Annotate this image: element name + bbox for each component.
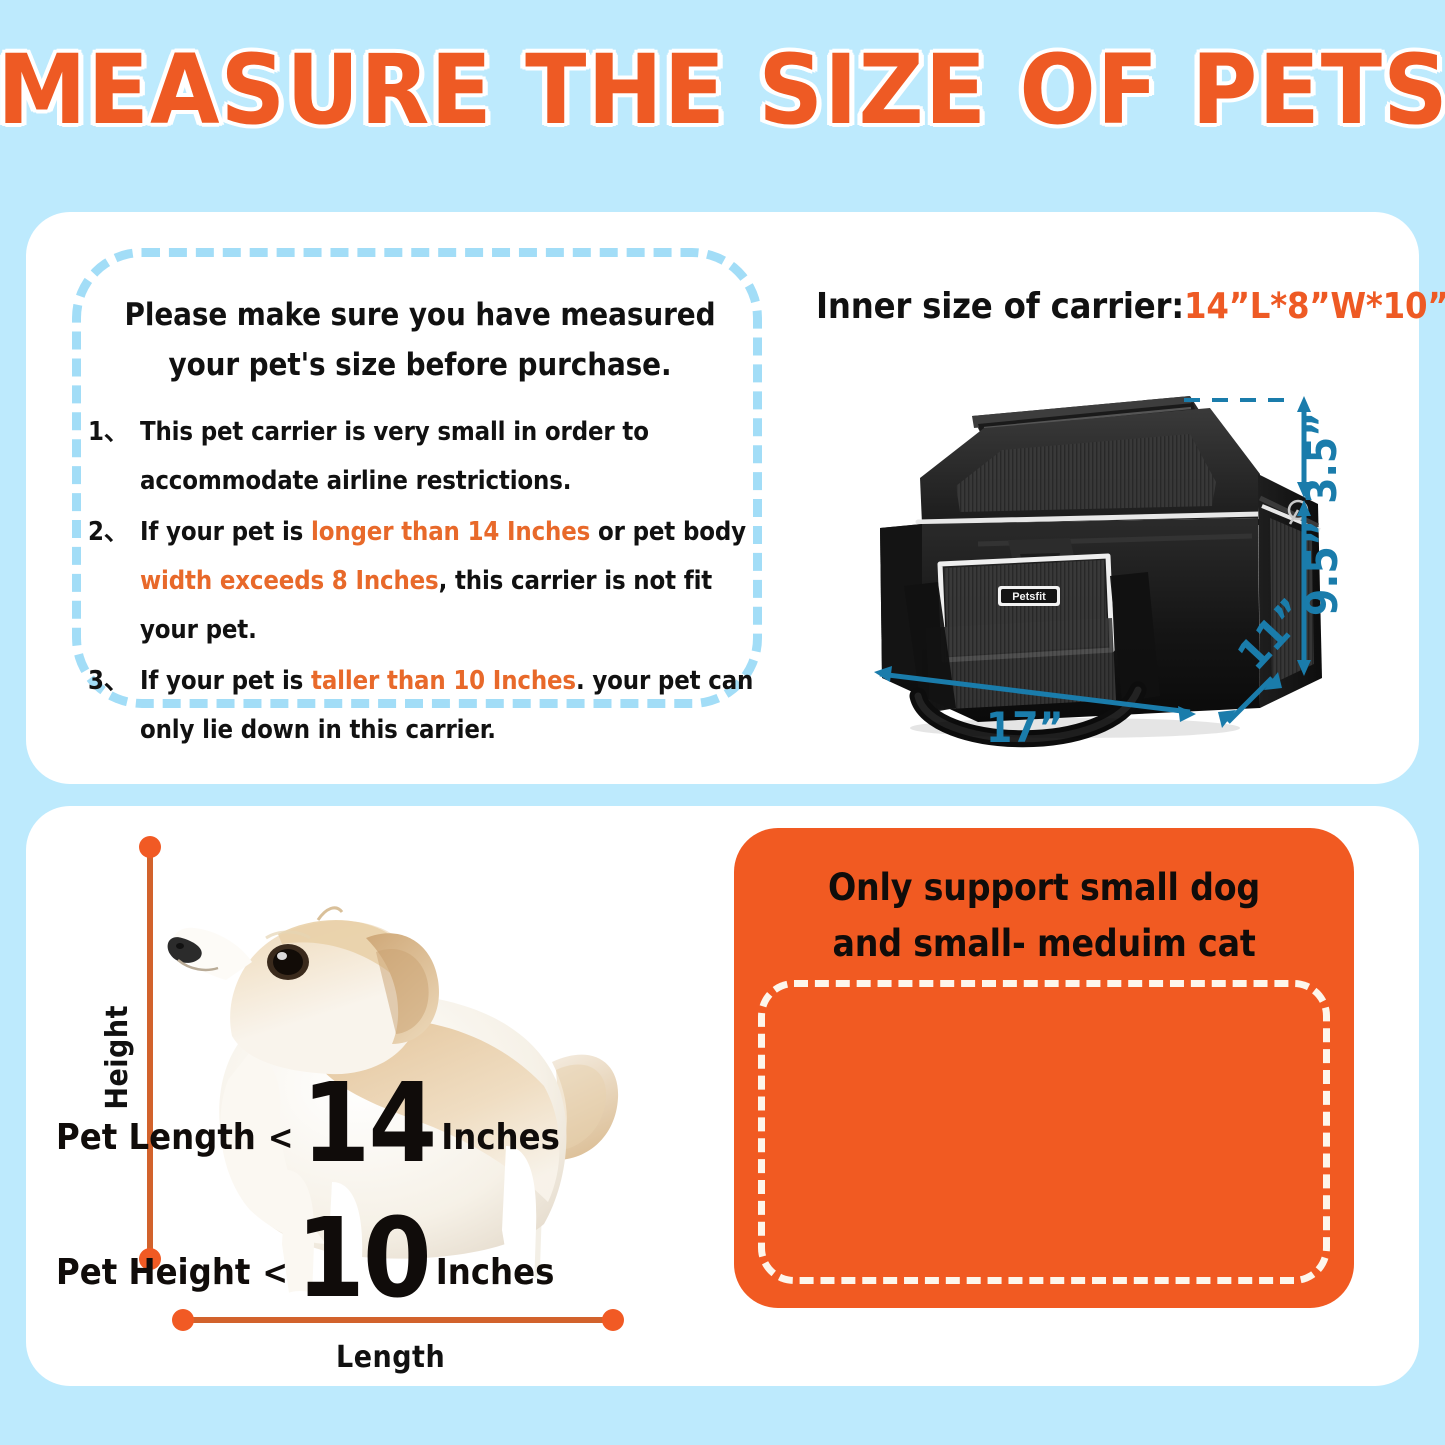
- spec-label: Pet Height: [56, 1252, 251, 1293]
- spec-row-pet-length: Pet Length < 14 Inches: [56, 1068, 560, 1177]
- note-heading-line-1: Please make sure you have measured: [124, 297, 716, 333]
- spec-row-pet-height: Pet Height < 10 Inches: [56, 1203, 555, 1312]
- page-title: MEASURE THE SIZE OF PETS: [0, 34, 1445, 146]
- length-dot-left: [172, 1309, 194, 1331]
- support-callout: Only support small dog and small- meduim…: [734, 828, 1354, 1308]
- note-item: 2、 If your pet is longer than 14 Inches o…: [88, 508, 768, 655]
- note-highlight: width exceeds 8 Inches: [140, 565, 439, 596]
- spec-operator: <: [267, 1118, 294, 1158]
- note-plain: , this carrier is not fit your pet.: [140, 565, 713, 645]
- note-heading-line-2: your pet's size before purchase.: [168, 347, 672, 384]
- length-dot-right: [602, 1309, 624, 1331]
- dimension-label-body-height: 9.5”: [1297, 520, 1348, 617]
- callout-heading-line-1: Only support small dog: [827, 866, 1261, 909]
- spec-operator: <: [262, 1253, 289, 1293]
- note-plain: If your pet is: [140, 665, 312, 696]
- carrier-size-dimensions: 14”L*8”W*10”H: [1184, 286, 1445, 327]
- callout-heading-line-2: and small- meduim cat: [832, 922, 1256, 966]
- note-plain: or pet body: [590, 516, 746, 547]
- dog-illustration: [167, 906, 619, 1325]
- height-dot-top: [139, 836, 161, 858]
- note-highlight: longer than 14 Inches: [311, 516, 591, 547]
- note-dashed-border: [72, 248, 762, 708]
- note-plain: . your pet can only lie down in this car…: [140, 665, 754, 745]
- dimension-label-top-depth: 3.5”: [1297, 412, 1346, 504]
- callout-dashed-border: [758, 980, 1330, 1284]
- carrier-size-label: Inner size of carrier:: [816, 286, 1185, 327]
- spec-value: 10: [296, 1194, 432, 1322]
- note-heading: Please make sure you have measured your …: [90, 290, 750, 390]
- callout-heading: Only support small dog and small- meduim…: [764, 860, 1324, 972]
- note-item-text: If your pet is longer than 14 Inches or …: [140, 508, 768, 655]
- length-label: Length: [336, 1340, 446, 1375]
- note-plain: If your pet is: [140, 516, 312, 547]
- carrier-illustration: Petsfit: [860, 378, 1360, 768]
- page-header: MEASURE THE SIZE OF PETS: [0, 0, 1445, 180]
- note-list: 1、 This pet carrier is very small in orde…: [88, 408, 768, 757]
- note-item-number: 3、: [88, 665, 130, 696]
- note-item-text: If your pet is taller than 10 Inches. yo…: [140, 657, 768, 755]
- note-plain: This pet carrier is very small in order …: [140, 417, 649, 496]
- svg-text:Petsfit: Petsfit: [1012, 591, 1046, 603]
- dimension-label-length: 17”: [986, 703, 1064, 752]
- carrier-size-heading: Inner size of carrier:14”L*8”W*10”H: [816, 286, 1445, 327]
- carrier-image: Petsfit: [880, 396, 1322, 748]
- spec-unit: Inches: [435, 1252, 555, 1293]
- height-measure-line: [147, 846, 153, 1258]
- dimension-arrows: [874, 396, 1311, 728]
- note-highlight: taller than 10 Inches: [311, 665, 576, 696]
- dog-photo: [120, 830, 700, 1350]
- spec-label: Pet Length: [56, 1117, 256, 1158]
- spec-unit: Inches: [441, 1117, 560, 1158]
- note-item: 1、 This pet carrier is very small in orde…: [88, 408, 768, 506]
- note-item-text: This pet carrier is very small in order …: [140, 408, 768, 506]
- spec-value: 14: [301, 1059, 438, 1187]
- arrow-11: [1226, 676, 1274, 724]
- arrow-17: [879, 671, 1191, 715]
- note-item: 3、 If your pet is taller than 10 Inches.…: [88, 657, 768, 755]
- height-dot-bottom: [139, 1248, 161, 1270]
- note-item-number: 2、: [88, 516, 130, 547]
- length-measure-line: [182, 1317, 612, 1323]
- note-item-number: 1、: [88, 417, 130, 447]
